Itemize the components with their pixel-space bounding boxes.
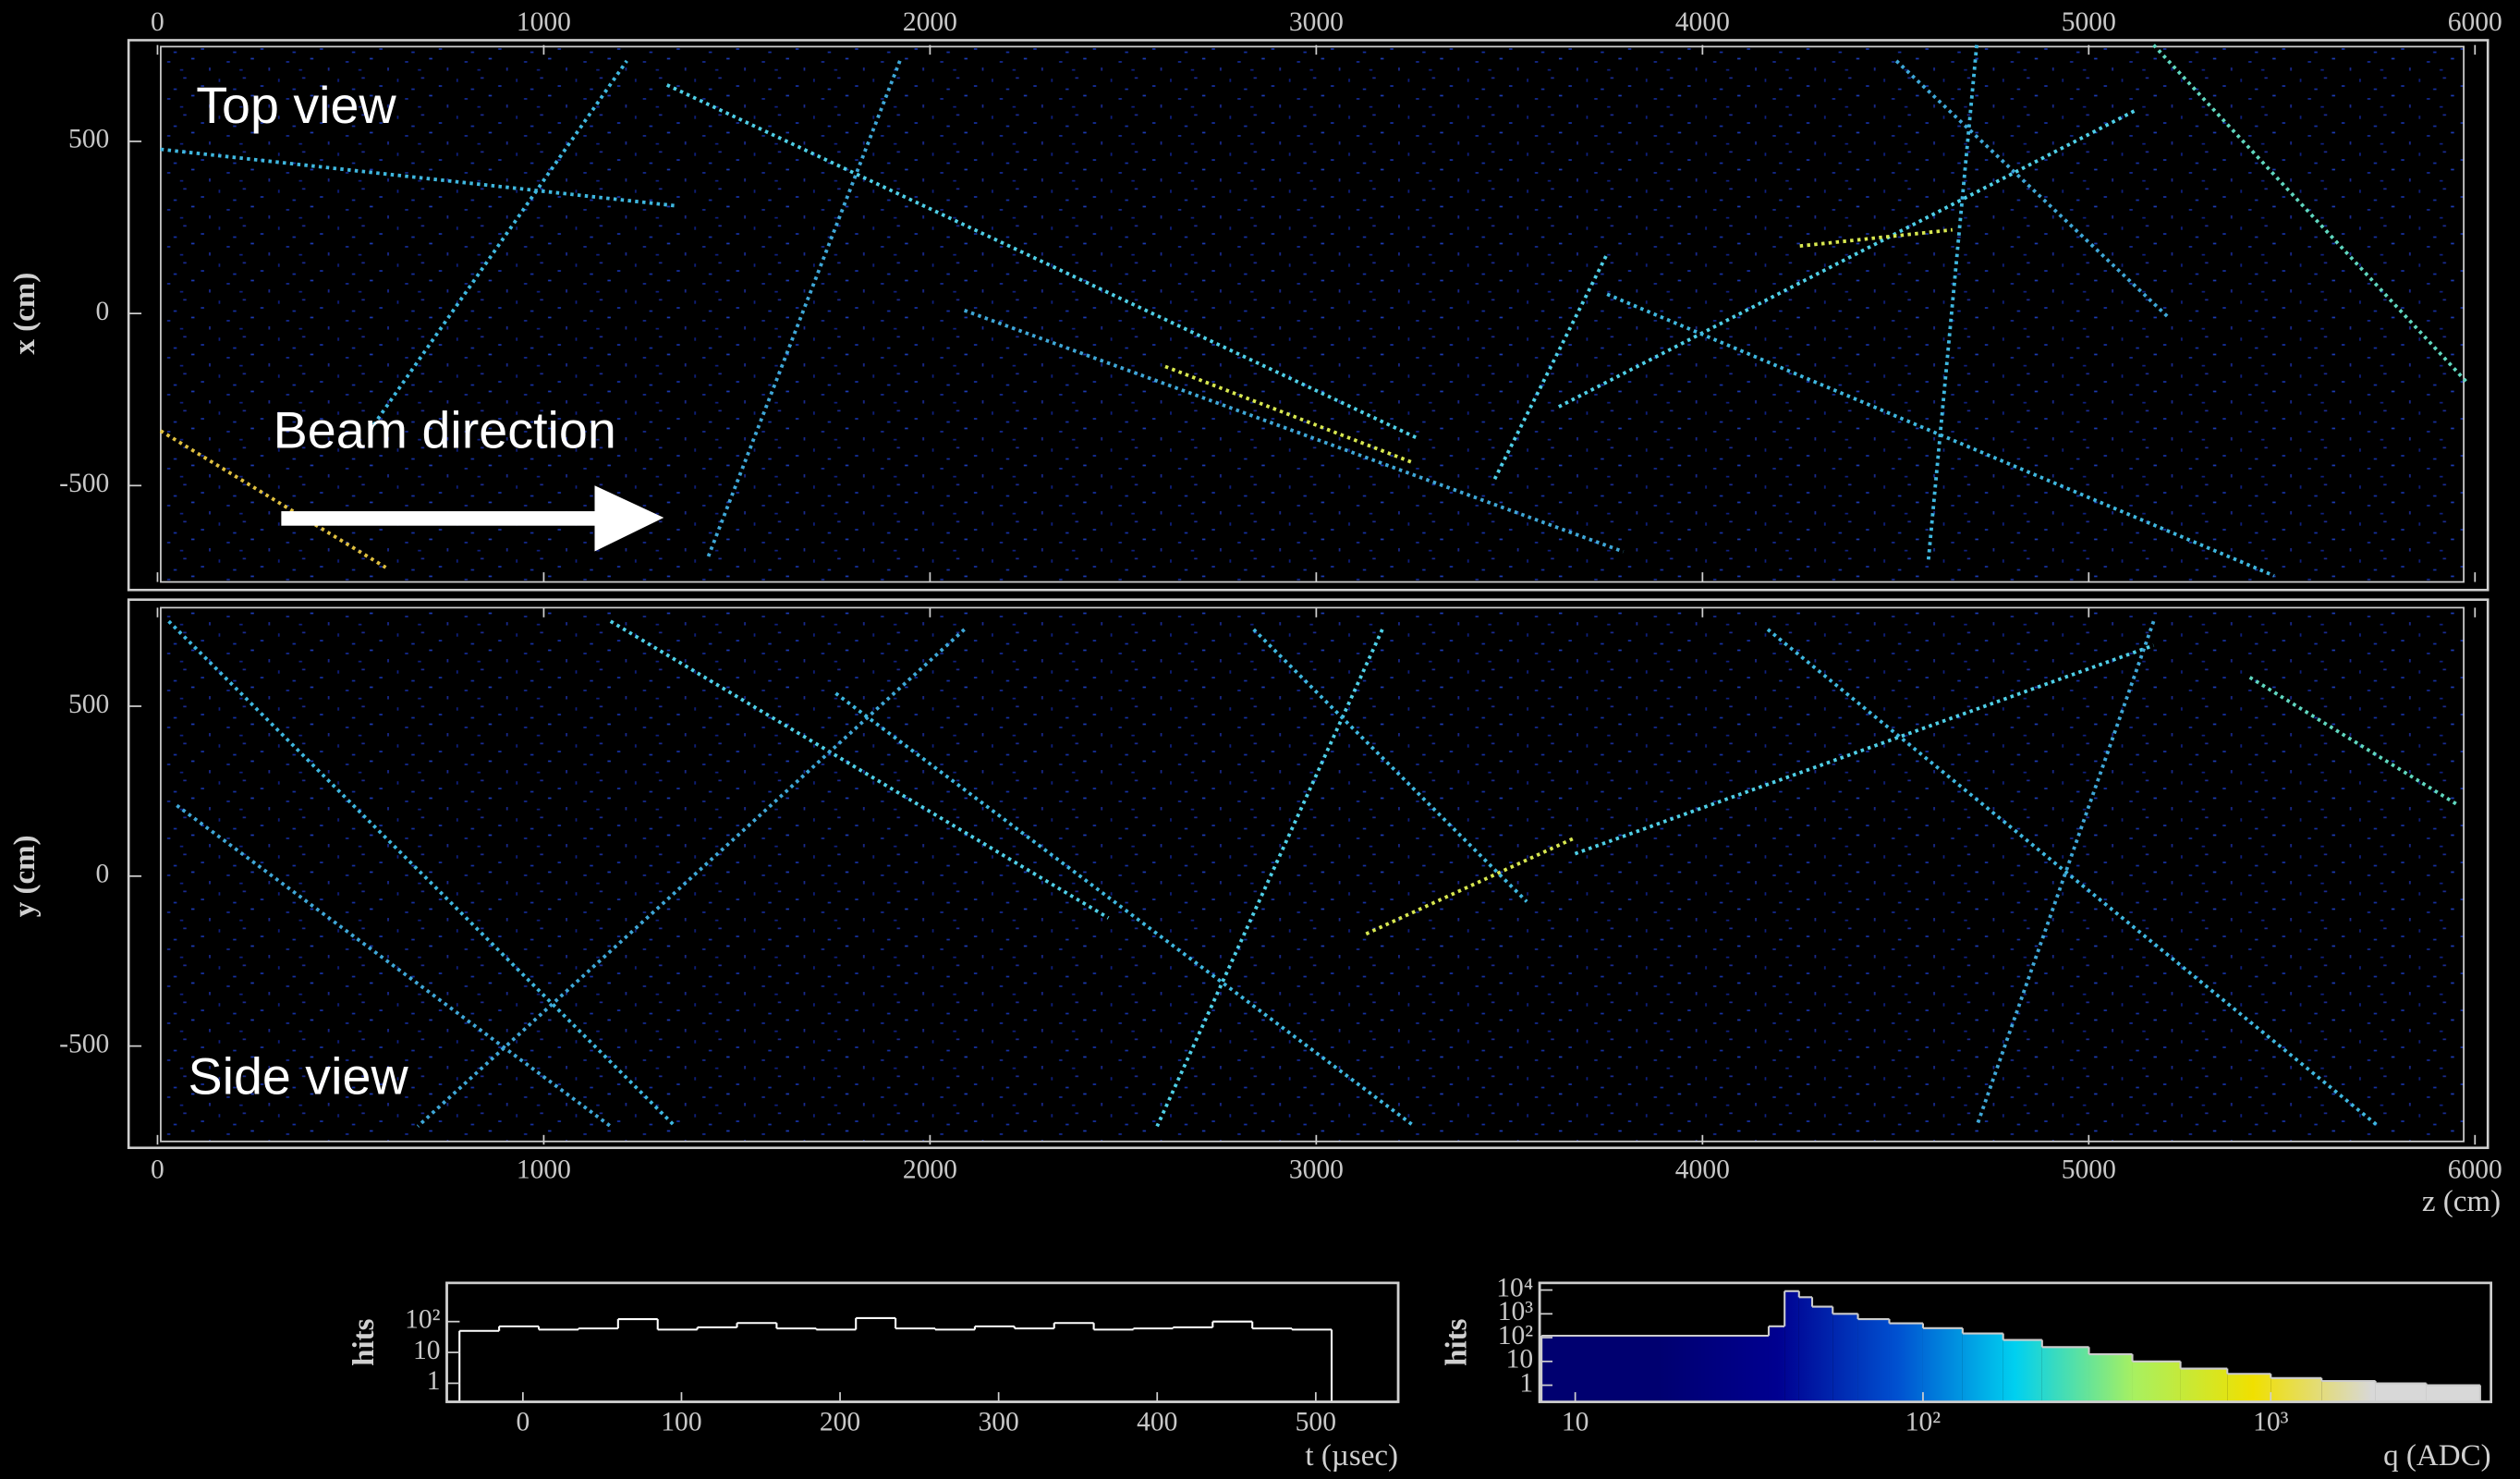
x-tick-label: 6000 [2448, 1155, 2502, 1185]
track [705, 60, 902, 561]
inner-frame [160, 606, 2465, 1143]
track [609, 619, 1110, 920]
x-tick-label: 4000 [1675, 7, 1730, 37]
y-axis-label: x (cm) [8, 273, 42, 355]
x-tick-label: 3000 [1289, 7, 1344, 37]
x-axis-label: z (cm) [2422, 1185, 2501, 1218]
x-tick-label: 3000 [1289, 1155, 1344, 1185]
y-tick-label: 500 [68, 690, 109, 719]
noise-background [160, 46, 2465, 582]
track [1766, 628, 2380, 1128]
histogram-bar [2321, 1380, 2376, 1402]
track [834, 691, 1416, 1128]
histogram-bar [1832, 1314, 1858, 1402]
histogram-bar [2041, 1347, 2089, 1402]
histogram-bar [2088, 1354, 2133, 1402]
histogram-bar [2180, 1368, 2228, 1402]
x-tick-label: 0 [151, 7, 164, 37]
histogram-bar [2227, 1374, 2271, 1402]
x-tick-label: 1000 [517, 7, 571, 37]
histogram-bar [2003, 1339, 2042, 1402]
y-tick-label: 10 [413, 1336, 441, 1365]
y-tick-label: 0 [96, 860, 110, 889]
histogram-bar [1922, 1327, 1963, 1402]
histogram-bar [2132, 1361, 2181, 1402]
y-axis-label: y (cm) [8, 835, 42, 917]
frame [445, 1281, 1400, 1403]
track [2248, 676, 2460, 807]
x-tick-label: 400 [1137, 1408, 1177, 1437]
x-tick-label: 2000 [903, 1155, 957, 1185]
track [1574, 643, 2155, 856]
track [176, 803, 612, 1128]
annotation: Beam direction [274, 401, 616, 458]
x-tick-label: 500 [1296, 1408, 1336, 1437]
y-tick-label: -500 [59, 469, 109, 498]
noise-background [160, 607, 2465, 1142]
y-tick-label: 10² [405, 1304, 441, 1334]
track [1492, 252, 1609, 481]
view-title: Side view [189, 1047, 409, 1105]
frame-outline [445, 1281, 1400, 1403]
y-tick-label: 10³ [1498, 1297, 1534, 1326]
x-tick-label: 100 [661, 1408, 701, 1437]
histogram-bar [1857, 1319, 1890, 1402]
view-title: Top view [196, 77, 396, 134]
x-tick-label: 4000 [1675, 1155, 1730, 1185]
histogram-bar [1541, 1336, 1769, 1402]
histogram-bar [1962, 1333, 2003, 1402]
arrow-shaft [281, 511, 603, 526]
frame-outline [1538, 1281, 2492, 1403]
track [1365, 836, 1577, 936]
histogram-bar [1768, 1326, 1785, 1402]
x-tick-label: 0 [151, 1155, 164, 1185]
y-tick-label: 10² [1498, 1321, 1534, 1351]
track [963, 308, 1625, 554]
track [368, 59, 628, 433]
y-axis-label: hits [347, 1318, 381, 1366]
histogram-bar [2426, 1385, 2480, 1402]
track [1975, 620, 2156, 1128]
x-tick-label: 1000 [517, 1155, 571, 1185]
y-tick-label: 10⁴ [1496, 1273, 1533, 1302]
histogram-bar [2375, 1383, 2427, 1402]
histogram-bar [1784, 1290, 1799, 1402]
x-tick-label: 300 [978, 1408, 1018, 1437]
x-tick-label: 10 [1562, 1408, 1589, 1437]
histogram-bar [1812, 1306, 1833, 1402]
x-axis-label: q (ADC) [2383, 1439, 2491, 1473]
track [416, 628, 966, 1128]
y-tick-label: 500 [68, 125, 109, 154]
histogram-bar [1889, 1323, 1923, 1402]
track [1252, 628, 1528, 903]
track [167, 619, 676, 1128]
arrow-head [594, 485, 664, 552]
track [1164, 364, 1416, 465]
track [665, 83, 1419, 441]
x-tick-label: 2000 [903, 7, 957, 37]
track [1894, 59, 2171, 320]
y-tick-label: -500 [59, 1029, 109, 1058]
track [159, 429, 387, 569]
x-axis-label: t (µsec) [1305, 1439, 1398, 1473]
x-tick-label: 0 [516, 1408, 530, 1437]
x-tick-label: 200 [820, 1408, 860, 1437]
track [2152, 43, 2469, 385]
x-tick-label: 6000 [2448, 7, 2502, 37]
y-axis-label: hits [1441, 1318, 1474, 1366]
histogram-bar [2270, 1377, 2322, 1402]
y-tick-label: 1 [427, 1366, 441, 1396]
x-tick-label: 10³ [2253, 1408, 2289, 1437]
x-tick-label: 5000 [2062, 1155, 2116, 1185]
inner-frame [160, 45, 2465, 583]
x-tick-label: 10² [1905, 1408, 1942, 1437]
y-tick-label: 10 [1506, 1345, 1534, 1375]
y-tick-label: 1 [1519, 1368, 1533, 1398]
x-tick-label: 5000 [2062, 7, 2116, 37]
histogram-bar [1798, 1297, 1813, 1402]
y-tick-label: 0 [96, 297, 110, 326]
